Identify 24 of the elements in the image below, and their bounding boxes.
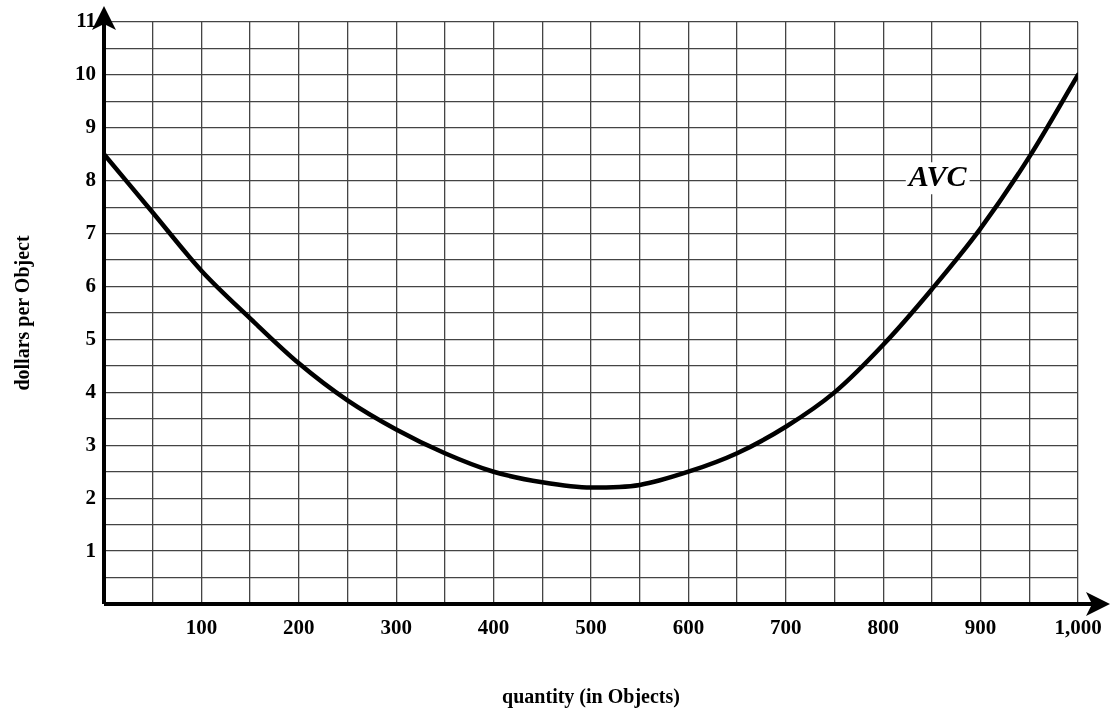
x-tick-label: 300 [380,615,412,640]
y-tick-label: 9 [85,114,96,139]
y-tick-label: 5 [85,325,96,350]
x-axis-title: quantity (in Objects) [502,685,680,709]
y-tick-label: 10 [75,61,96,86]
y-tick-label: 2 [85,484,96,509]
y-tick-label: 3 [85,431,96,456]
x-tick-label: 1,000 [1054,615,1102,640]
y-tick-label: 7 [85,220,96,245]
x-tick-label: 400 [477,615,510,640]
x-tick-label: 600 [672,615,705,640]
y-tick-label: 1 [85,537,96,562]
series-label: AVC [906,159,968,193]
y-axis-title: dollars per Object [11,235,35,391]
x-tick-label: 100 [185,615,218,640]
x-tick-label: 900 [964,615,997,640]
x-tick-label: 200 [283,615,315,640]
y-tick-label: 6 [85,272,96,297]
x-tick-label: 500 [575,615,607,640]
x-tick-label: 700 [770,615,802,640]
y-tick-label: 11 [76,8,96,33]
y-tick-label: 8 [85,167,96,192]
x-tick-label: 800 [867,615,899,640]
y-tick-label: 4 [85,378,97,403]
